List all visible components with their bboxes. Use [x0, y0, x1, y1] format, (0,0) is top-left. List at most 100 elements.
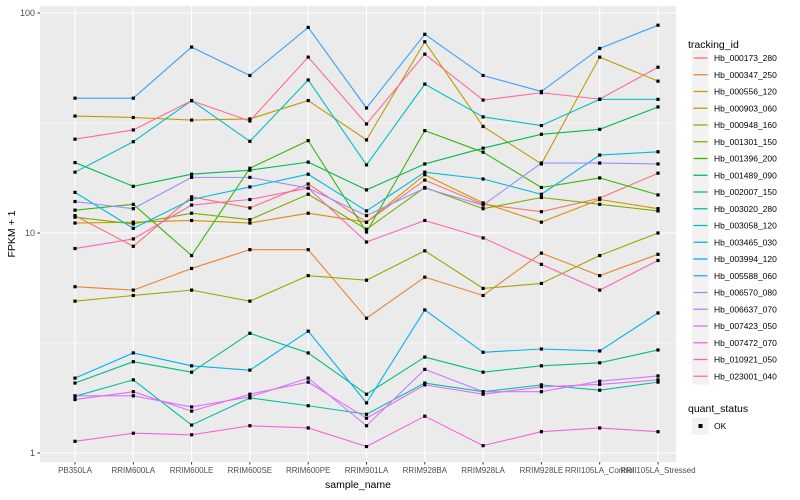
- data-point-Hb_000948_160-RRIM928LE: [539, 281, 543, 286]
- data-point-Hb_006637_070-RRIM600LA: [131, 394, 135, 398]
- data-point-Hb_000556_120-RRIM928LA: [481, 201, 485, 205]
- legend-title-tracking-id: tracking_id: [688, 39, 739, 51]
- data-point-Hb_003465_030-RRIM928LA: [481, 177, 485, 181]
- data-point-Hb_007423_050-RRIM928BA: [423, 383, 427, 387]
- data-point-Hb_000347_250-PB350LA: [73, 285, 77, 289]
- data-point-Hb_007472_070-RRIM928BA: [423, 414, 427, 418]
- data-point-Hb_002007_150-RRIM600LA: [131, 360, 135, 364]
- data-point-Hb_003465_030-RRIM928LE: [539, 192, 543, 196]
- data-point-Hb_000173_280-RRIM600SE: [248, 206, 252, 210]
- data-point-Hb_003058_120-RRIM600SE: [248, 139, 252, 143]
- legend-item-Hb_000556_120: Hb_000556_120: [692, 83, 777, 100]
- data-point-Hb_003994_120-RRIM600LA: [131, 351, 135, 355]
- data-point-Hb_001489_090-RRIM928BA: [423, 162, 427, 166]
- legend-item-label: Hb_007423_050: [714, 321, 777, 331]
- data-point-Hb_003058_120-RRIM600PE: [306, 78, 310, 82]
- data-point-Hb_001301_150-RRII105LA_Control: [598, 202, 602, 206]
- legend-item-Hb_000948_160: Hb_000948_160: [692, 116, 777, 134]
- data-point-Hb_001301_150-RRIM600SE: [248, 218, 252, 222]
- data-point-Hb_000347_250-RRII105LA_Control: [598, 274, 602, 278]
- data-point-Hb_005588_060-RRIM901LA: [364, 106, 369, 110]
- legend-item-Hb_001396_200: Hb_001396_200: [692, 150, 777, 167]
- data-point-Hb_002007_150-RRIM901LA: [364, 392, 369, 396]
- x-tick-label: RRIM600PE: [286, 466, 330, 475]
- data-point-Hb_003020_280-RRII105LA_Stressed: [656, 380, 660, 384]
- legend-item-label: Hb_005588_060: [714, 271, 777, 281]
- data-point-Hb_006570_080-RRIM600LE: [190, 175, 194, 179]
- x-tick-label: RRII105LA_Stressed: [620, 466, 695, 475]
- axes: 1 10 100 PB350LA RRIM600LA RRIM600LE RRIM600SE…: [20, 8, 696, 475]
- data-point-Hb_000903_060-RRII105LA_Stressed: [656, 79, 660, 83]
- data-point-Hb_023001_040-RRIM600LA: [131, 128, 135, 132]
- data-point-Hb_001396_200-RRIM600SE: [248, 166, 252, 170]
- data-point-Hb_005588_060-RRII105LA_Control: [598, 46, 602, 51]
- data-point-Hb_001489_090-RRIM928LE: [539, 132, 543, 136]
- data-point-Hb_000948_160-RRII105LA_Stressed: [656, 231, 660, 235]
- data-point-Hb_001396_200-RRIM600PE: [306, 139, 310, 143]
- legend-item-label: Hb_007472_070: [714, 338, 777, 348]
- data-point-Hb_000948_160-RRIM600LE: [190, 288, 194, 292]
- data-point-Hb_003020_280-RRIM928BA: [423, 381, 427, 385]
- data-point-Hb_000556_120-RRII105LA_Stressed: [656, 207, 660, 211]
- data-point-Hb_007423_050-RRII105LA_Control: [598, 382, 602, 387]
- legend-item-Hb_000903_060: Hb_000903_060: [692, 99, 777, 117]
- legend-item-Hb_003020_280: Hb_003020_280: [692, 200, 777, 218]
- data-point-Hb_000556_120-PB350LA: [73, 221, 77, 225]
- data-point-Hb_000948_160-RRIM901LA: [364, 278, 369, 282]
- data-point-Hb_000347_250-RRIM901LA: [364, 316, 369, 320]
- data-point-Hb_000556_120-RRIM600PE: [306, 211, 310, 215]
- data-point-Hb_003020_280-RRIM928LE: [539, 383, 543, 387]
- data-point-Hb_001301_150-RRIM600PE: [306, 192, 310, 196]
- data-point-Hb_002007_150-RRII105LA_Control: [598, 361, 602, 365]
- legend-item-label: Hb_001489_090: [714, 170, 777, 180]
- data-point-Hb_007423_050-RRII105LA_Stressed: [656, 378, 660, 382]
- data-point-Hb_023001_040-RRIM901LA: [364, 122, 369, 126]
- legend-item-Hb_023001_040: Hb_023001_040: [692, 367, 777, 385]
- legend-item-Hb_000173_280: Hb_000173_280: [692, 49, 777, 67]
- legend-title-quant-status: quant_status: [688, 403, 748, 415]
- data-point-Hb_000173_280-RRIM600PE: [306, 182, 310, 186]
- data-point-Hb_001301_150-RRIM600LA: [131, 222, 135, 226]
- data-point-Hb_006637_070-RRIM928BA: [423, 367, 427, 371]
- y-tick-label: 10: [25, 228, 35, 238]
- data-point-Hb_003994_120-PB350LA: [73, 376, 77, 380]
- legend-item-Hb_000347_250: Hb_000347_250: [692, 66, 777, 84]
- data-point-Hb_001489_090-RRII105LA_Control: [598, 127, 602, 131]
- data-point-Hb_006637_070-RRIM901LA: [364, 424, 369, 428]
- data-point-Hb_007472_070-RRIM901LA: [364, 444, 369, 449]
- data-point-Hb_000347_250-RRIM928LE: [539, 251, 543, 255]
- data-point-Hb_005588_060-RRIM600LE: [190, 45, 194, 49]
- data-point-Hb_006570_080-PB350LA: [73, 199, 77, 204]
- data-point-Hb_010921_050-PB350LA: [73, 246, 77, 251]
- data-point-Hb_006570_080-RRII105LA_Stressed: [656, 162, 660, 166]
- legend-item-Hb_007423_050: Hb_007423_050: [692, 317, 777, 335]
- data-point-Hb_000948_160-RRIM928BA: [423, 249, 427, 253]
- data-point-Hb_003465_030-RRIM901LA: [364, 209, 369, 213]
- data-point-Hb_000903_060-RRIM928LA: [481, 124, 485, 129]
- data-point-Hb_003994_120-RRIM901LA: [364, 401, 369, 405]
- data-point-Hb_001396_200-PB350LA: [73, 208, 77, 212]
- data-point-Hb_000173_280-RRIM600LA: [131, 244, 135, 248]
- data-point-Hb_003020_280-RRII105LA_Control: [598, 388, 602, 392]
- data-point-Hb_007472_070-RRII105LA_Control: [598, 426, 602, 430]
- data-point-Hb_003058_120-RRIM928BA: [423, 82, 427, 86]
- data-point-Hb_003020_280-RRIM600LA: [131, 378, 135, 382]
- data-point-Hb_003058_120-RRIM901LA: [364, 163, 369, 167]
- legend-key-square-marker: [698, 424, 703, 428]
- data-point-Hb_006637_070-RRIM600SE: [248, 395, 252, 399]
- data-point-Hb_000347_250-RRIM600LA: [131, 288, 135, 292]
- data-point-Hb_000556_120-RRIM600LA: [131, 220, 135, 224]
- legend-item-label: Hb_000556_120: [714, 87, 777, 97]
- data-point-Hb_001396_200-RRIM600LE: [190, 253, 194, 258]
- data-point-Hb_001396_200-RRII105LA_Stressed: [656, 193, 660, 197]
- data-point-Hb_000347_250-RRIM600SE: [248, 248, 252, 252]
- legend-item-label: Hb_000173_280: [714, 53, 777, 63]
- data-point-Hb_000903_060-RRIM901LA: [364, 138, 369, 142]
- data-point-Hb_001489_090-PB350LA: [73, 160, 77, 165]
- data-point-Hb_003994_120-RRIM928LE: [539, 347, 543, 351]
- data-point-Hb_007423_050-RRIM600LE: [190, 409, 194, 413]
- data-point-Hb_007472_070-RRIM928LE: [539, 430, 543, 434]
- data-point-Hb_001396_200-RRIM928LE: [539, 185, 543, 190]
